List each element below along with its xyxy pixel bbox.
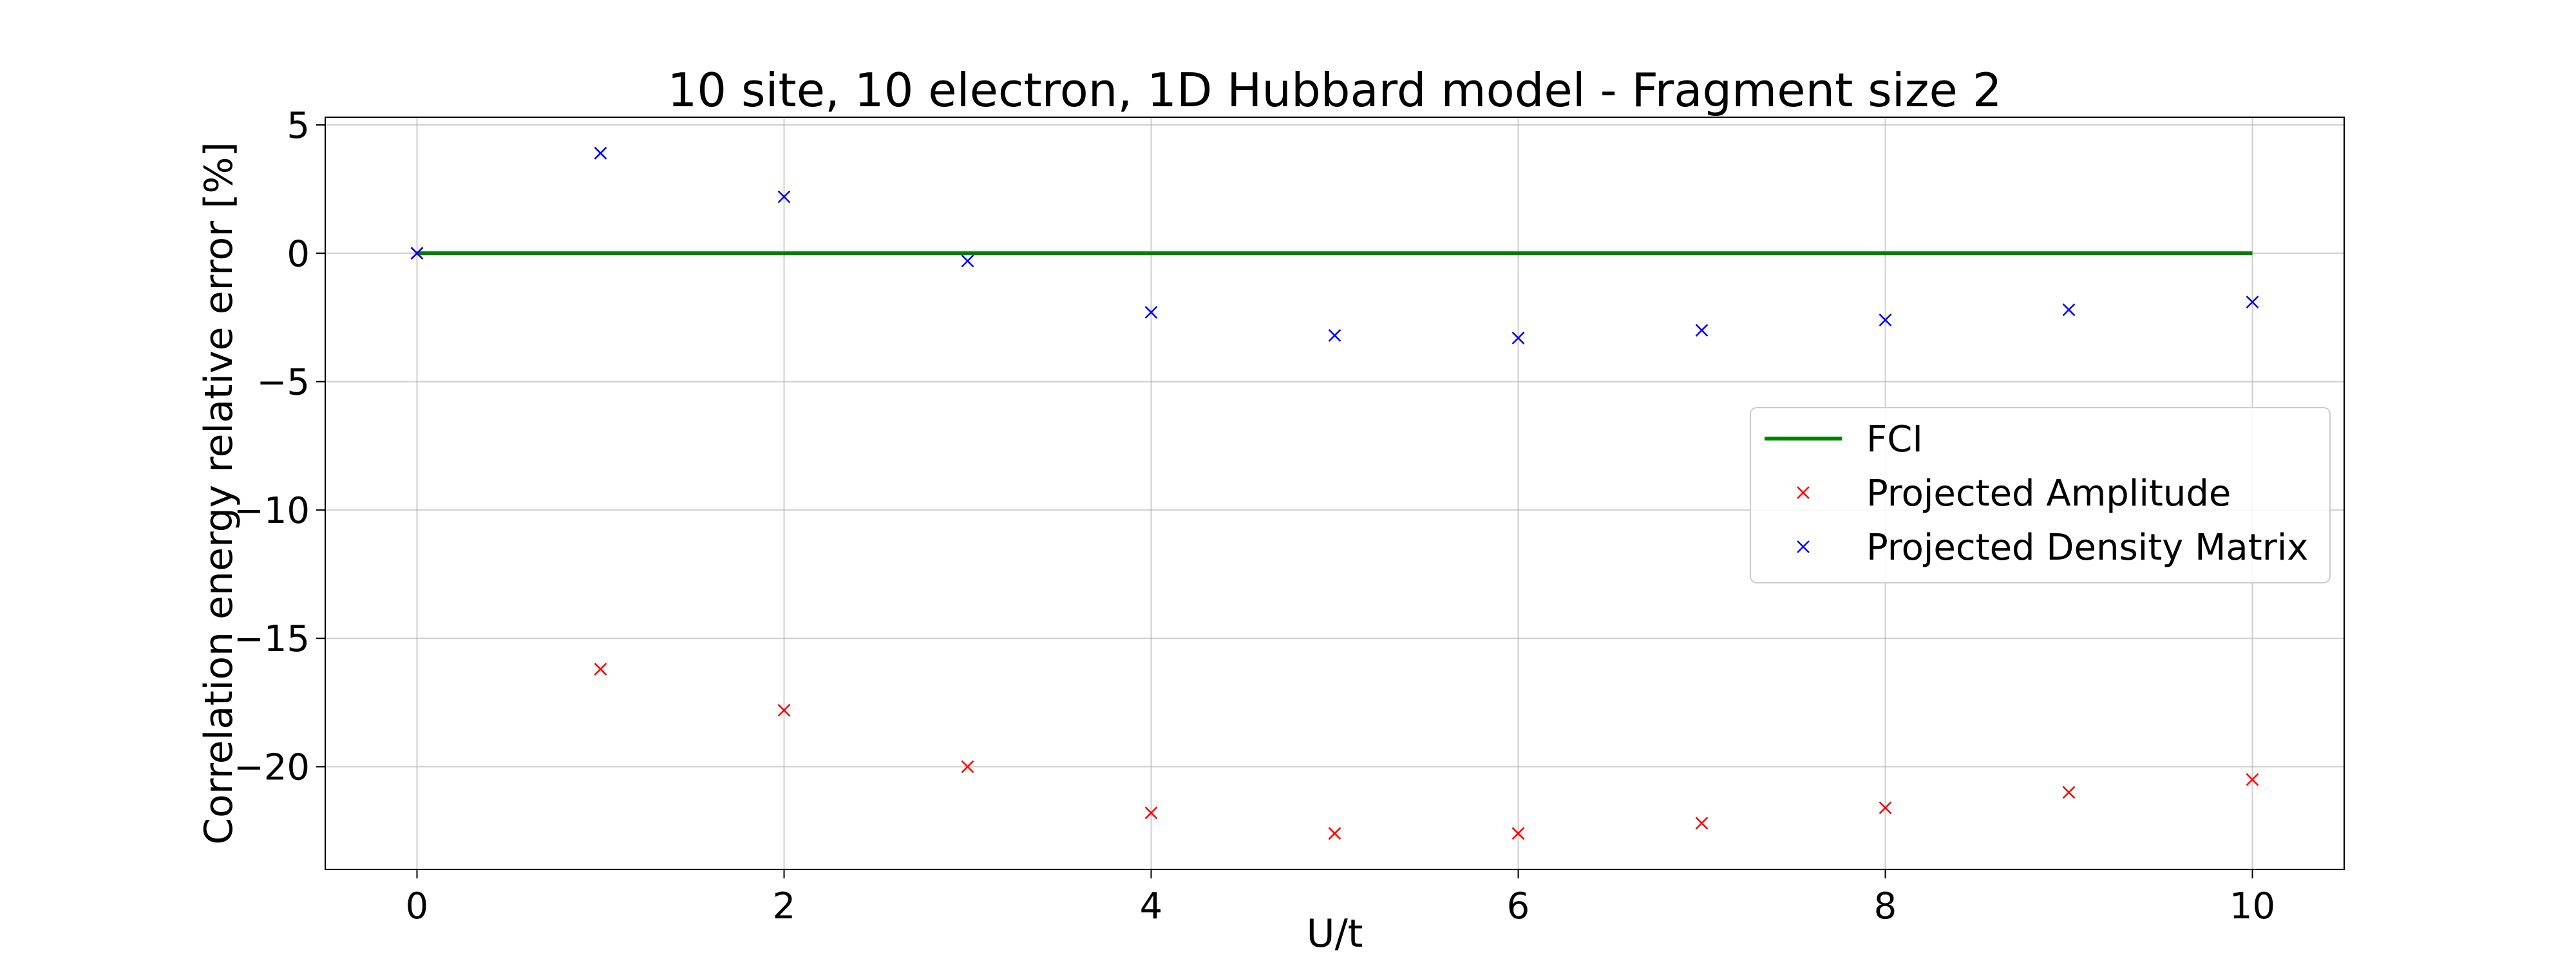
data-point: [1879, 314, 1892, 327]
data-point: [594, 663, 607, 676]
series-projected-density-matrix: [410, 146, 2259, 345]
data-point: [1144, 806, 1158, 820]
legend-label: Projected Amplitude: [1866, 473, 2231, 515]
data-point: [2246, 773, 2259, 786]
x-tick-label: 2: [773, 886, 796, 927]
ticks: 0 2 4 6 8 10 5 0 −5 −10 −15 −20: [234, 105, 2275, 927]
legend-label: Projected Density Matrix: [1866, 527, 2308, 569]
data-point: [1511, 331, 1525, 345]
data-point: [594, 146, 607, 160]
y-tick-label: −10: [234, 490, 310, 532]
legend: FCI Projected Amplitude Projected Density …: [1750, 407, 2331, 583]
data-point: [961, 760, 974, 773]
plot-frame: [325, 117, 2345, 870]
x-tick-label: 10: [2230, 886, 2275, 927]
data-point: [2246, 296, 2259, 308]
legend-swatch-marker: [1797, 540, 1810, 553]
data-point: [1695, 323, 1709, 337]
x-tick-label: 0: [406, 886, 429, 927]
x-axis-label: U/t: [1307, 911, 1363, 956]
data-point: [2062, 303, 2076, 316]
legend-label: FCI: [1866, 419, 1923, 460]
y-axis-label: Correlation energy relative error [%]: [196, 142, 242, 845]
x-tick-label: 4: [1140, 886, 1163, 927]
data-point: [1695, 817, 1709, 830]
data-point: [961, 254, 974, 268]
data-point: [1879, 801, 1892, 815]
y-tick-label: −15: [234, 618, 310, 660]
x-tick-label: 6: [1507, 886, 1530, 927]
y-tick-label: −20: [234, 747, 310, 789]
series-layer: [410, 146, 2259, 840]
legend-box: [1750, 407, 2331, 583]
data-point: [777, 190, 791, 204]
legend-swatch-marker: [1797, 486, 1810, 499]
x-tick-label: 8: [1874, 886, 1897, 927]
data-point: [410, 247, 424, 260]
y-tick-label: 0: [287, 233, 310, 275]
data-point: [1328, 328, 1341, 342]
data-point: [2062, 786, 2076, 799]
y-tick-label: −5: [256, 362, 310, 404]
chart-title: 10 site, 10 electron, 1D Hubbard model -…: [667, 63, 2002, 117]
data-point: [1511, 827, 1525, 840]
y-tick-label: 5: [287, 105, 310, 147]
data-point: [1144, 306, 1158, 319]
data-point: [777, 703, 791, 717]
data-point: [1328, 827, 1341, 840]
